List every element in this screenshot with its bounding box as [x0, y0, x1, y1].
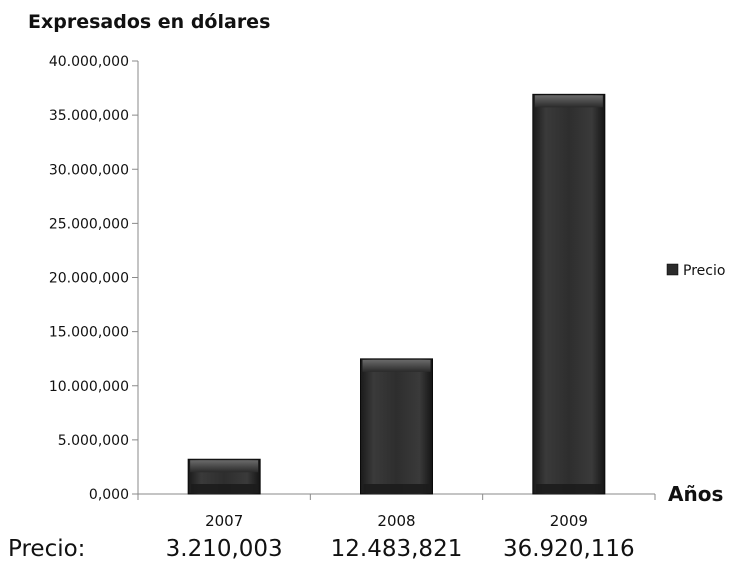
x-axis: 2007 2008 2009: [137, 493, 656, 530]
legend: Precio: [666, 263, 725, 279]
bar: [360, 358, 433, 495]
bar-base: [363, 484, 430, 493]
y-tick-label: 15.000,000: [49, 325, 129, 341]
data-table: Precio: 3.210,003 12.483,821 36.920,116: [8, 536, 635, 562]
bar-body: [532, 93, 606, 495]
y-tick-label: 40.000,000: [49, 54, 129, 70]
y-tick-label: 25.000,000: [49, 216, 129, 232]
y-tick-label: 35.000,000: [49, 108, 129, 124]
data-table-value: 3.210,003: [166, 536, 283, 562]
data-table-row-label: Precio:: [8, 536, 85, 562]
bar-base: [535, 484, 602, 493]
bars: [187, 93, 606, 495]
x-tick-label: 2008: [377, 512, 415, 530]
x-tick-label: 2009: [550, 512, 588, 530]
legend-swatch: [666, 263, 679, 276]
bar-base: [191, 484, 258, 493]
legend-label: Precio: [683, 263, 725, 279]
bar-body: [360, 358, 433, 495]
bar: [187, 458, 261, 495]
y-axis: 0,000 5.000,000 10.000,000 15.000,000 20.000…: [49, 54, 139, 503]
y-tick-label: 10.000,000: [49, 379, 129, 395]
x-axis-label: Años: [668, 482, 723, 506]
data-table-value: 12.483,821: [331, 536, 463, 562]
y-tick-label: 5.000,000: [58, 433, 129, 449]
y-tick-label: 20.000,000: [49, 271, 129, 287]
x-tick-label: 2007: [205, 512, 243, 530]
bar-highlight: [534, 95, 603, 108]
chart-title: Expresados en dólares: [28, 11, 270, 33]
bar-highlight: [190, 460, 259, 473]
data-table-value: 36.920,116: [503, 536, 635, 562]
y-tick-label: 0,000: [89, 487, 129, 503]
bar-highlight: [362, 359, 431, 372]
bar: [532, 93, 606, 495]
y-tick-label: 30.000,000: [49, 162, 129, 178]
